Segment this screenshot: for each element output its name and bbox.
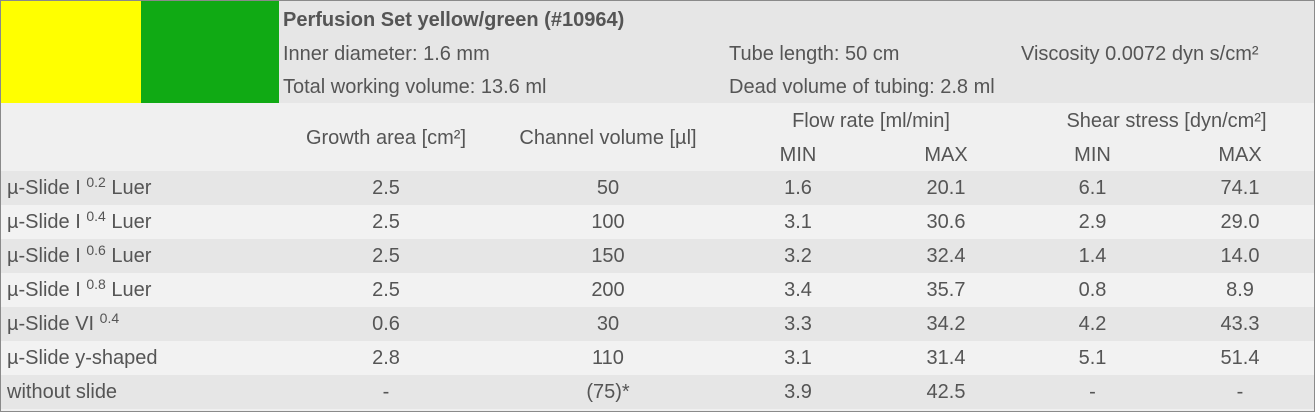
cell-shear-min: 2.9 <box>1078 211 1107 233</box>
cell-volume: 30 <box>596 313 620 335</box>
header-shear-stress: Shear stress [dyn/cm²] <box>1066 110 1267 132</box>
cell-volume: 150 <box>591 245 625 267</box>
yellow-color-swatch <box>1 1 141 103</box>
slide-suffix: Luer <box>111 211 152 233</box>
cell-volume: 50 <box>596 177 620 199</box>
cell-shear-max: 29.0 <box>1220 211 1260 233</box>
slide-name: µ-Slide I 0.2 Luer <box>7 171 151 205</box>
cell-shear-min: - <box>1089 381 1096 403</box>
table-row: µ-Slide I 0.6 Luer 2.5 150 3.2 32.4 1.4 14.0 <box>1 239 1314 273</box>
slide-name-text: µ-Slide I <box>7 245 81 267</box>
cell-growth: 2.5 <box>372 279 400 301</box>
slide-name-text: µ-Slide y-shaped <box>7 347 158 369</box>
cell-shear-max: 74.1 <box>1220 177 1260 199</box>
slide-suffix: Luer <box>111 279 152 301</box>
slide-name: µ-Slide I 0.6 Luer <box>7 239 151 273</box>
cell-flow-min: 3.9 <box>784 381 812 403</box>
slide-name-text: without slide <box>7 381 118 403</box>
cell-flow-max: 42.5 <box>926 381 966 403</box>
viscosity: Viscosity 0.0072 dyn s/cm² <box>1021 43 1259 65</box>
cell-flow-min: 3.1 <box>784 211 812 233</box>
cell-flow-min: 3.2 <box>784 245 812 267</box>
header-flow-max: MAX <box>924 144 968 166</box>
slide-name-text: µ-Slide I <box>7 279 81 301</box>
cell-flow-max: 31.4 <box>926 347 966 369</box>
cell-shear-min: 1.4 <box>1078 245 1107 267</box>
cell-growth: 2.5 <box>372 211 400 233</box>
green-color-swatch <box>141 1 279 103</box>
inner-diameter: Inner diameter: 1.6 mm <box>283 43 490 65</box>
cell-volume: 110 <box>592 347 624 369</box>
product-title: Perfusion Set yellow/green (#10964) <box>283 9 625 31</box>
cell-volume: (75)* <box>586 381 630 403</box>
header-growth-area: Growth area [cm²] <box>305 127 467 149</box>
cell-shear-max: 43.3 <box>1220 313 1260 335</box>
cell-flow-max: 35.7 <box>926 279 966 301</box>
header-shear-min: MIN <box>1074 144 1111 166</box>
table-row: µ-Slide I 0.2 Luer 2.5 50 1.6 20.1 6.1 74.1 <box>1 171 1314 205</box>
dead-volume: Dead volume of tubing: 2.8 ml <box>729 76 995 98</box>
total-working-volume: Total working volume: 13.6 ml <box>283 76 547 98</box>
cell-shear-max: 8.9 <box>1226 279 1254 301</box>
slide-name: without slide <box>7 375 117 409</box>
header-flow-rate: Flow rate [ml/min] <box>792 110 950 132</box>
table-row: µ-Slide I 0.8 Luer 2.5 200 3.4 35.7 0.8 8.9 <box>1 273 1314 307</box>
channel-height-superscript: 0.4 <box>99 310 120 326</box>
cell-shear-max: 51.4 <box>1220 347 1260 369</box>
cell-flow-max: 30.6 <box>926 211 966 233</box>
header-shear-max: MAX <box>1218 144 1262 166</box>
slide-suffix: Luer <box>111 177 152 199</box>
cell-growth: 2.5 <box>372 245 400 267</box>
header-flow-min: MIN <box>779 144 817 166</box>
cell-growth: 2.8 <box>372 347 400 369</box>
cell-flow-max: 32.4 <box>926 245 966 267</box>
cell-flow-max: 34.2 <box>926 313 966 335</box>
cell-shear-min: 4.2 <box>1078 313 1107 335</box>
slide-name: µ-Slide I 0.8 Luer <box>7 273 151 307</box>
cell-volume: 200 <box>591 279 625 301</box>
slide-name: µ-Slide VI 0.4 <box>7 307 119 341</box>
header-channel-volume: Channel volume [µl] <box>519 127 697 149</box>
cell-growth: 2.5 <box>372 177 400 199</box>
slide-suffix: Luer <box>111 245 152 267</box>
cell-flow-min: 1.6 <box>784 177 812 199</box>
cell-flow-min: 3.4 <box>784 279 812 301</box>
slide-name: µ-Slide y-shaped <box>7 341 158 375</box>
slide-name: µ-Slide I 0.4 Luer <box>7 205 151 239</box>
table-row: µ-Slide VI 0.4 0.6 30 3.3 34.2 4.2 43.3 <box>1 307 1314 341</box>
info-panel <box>279 1 1314 103</box>
cell-flow-min: 3.3 <box>784 313 812 335</box>
cell-growth: - <box>382 381 390 403</box>
cell-flow-max: 20.1 <box>926 177 966 199</box>
channel-height-superscript: 0.6 <box>86 242 106 258</box>
cell-shear-min: 0.8 <box>1078 279 1107 301</box>
slide-name-text: µ-Slide I <box>7 177 81 199</box>
cell-flow-min: 3.1 <box>784 347 812 369</box>
channel-height-superscript: 0.8 <box>86 276 106 292</box>
table-row: µ-Slide y-shaped 2.8 110 3.1 31.4 5.1 51.4 <box>1 341 1314 375</box>
cell-shear-min: 5.1 <box>1078 347 1107 369</box>
channel-height-superscript: 0.4 <box>86 208 106 224</box>
table-row: without slide - (75)* 3.9 42.5 - - <box>1 375 1314 409</box>
table-row: µ-Slide I 0.4 Luer 2.5 100 3.1 30.6 2.9 29.0 <box>1 205 1314 239</box>
cell-volume: 100 <box>591 211 625 233</box>
channel-height-superscript: 0.2 <box>86 174 106 190</box>
tube-length: Tube length: 50 cm <box>729 43 900 65</box>
cell-shear-min: 6.1 <box>1078 177 1107 199</box>
cell-shear-max: - <box>1236 381 1244 403</box>
cell-shear-max: 14.0 <box>1220 245 1260 267</box>
cell-growth: 0.6 <box>372 313 400 335</box>
slide-name-text: µ-Slide I <box>7 211 81 233</box>
slide-name-text: µ-Slide VI <box>7 313 95 335</box>
